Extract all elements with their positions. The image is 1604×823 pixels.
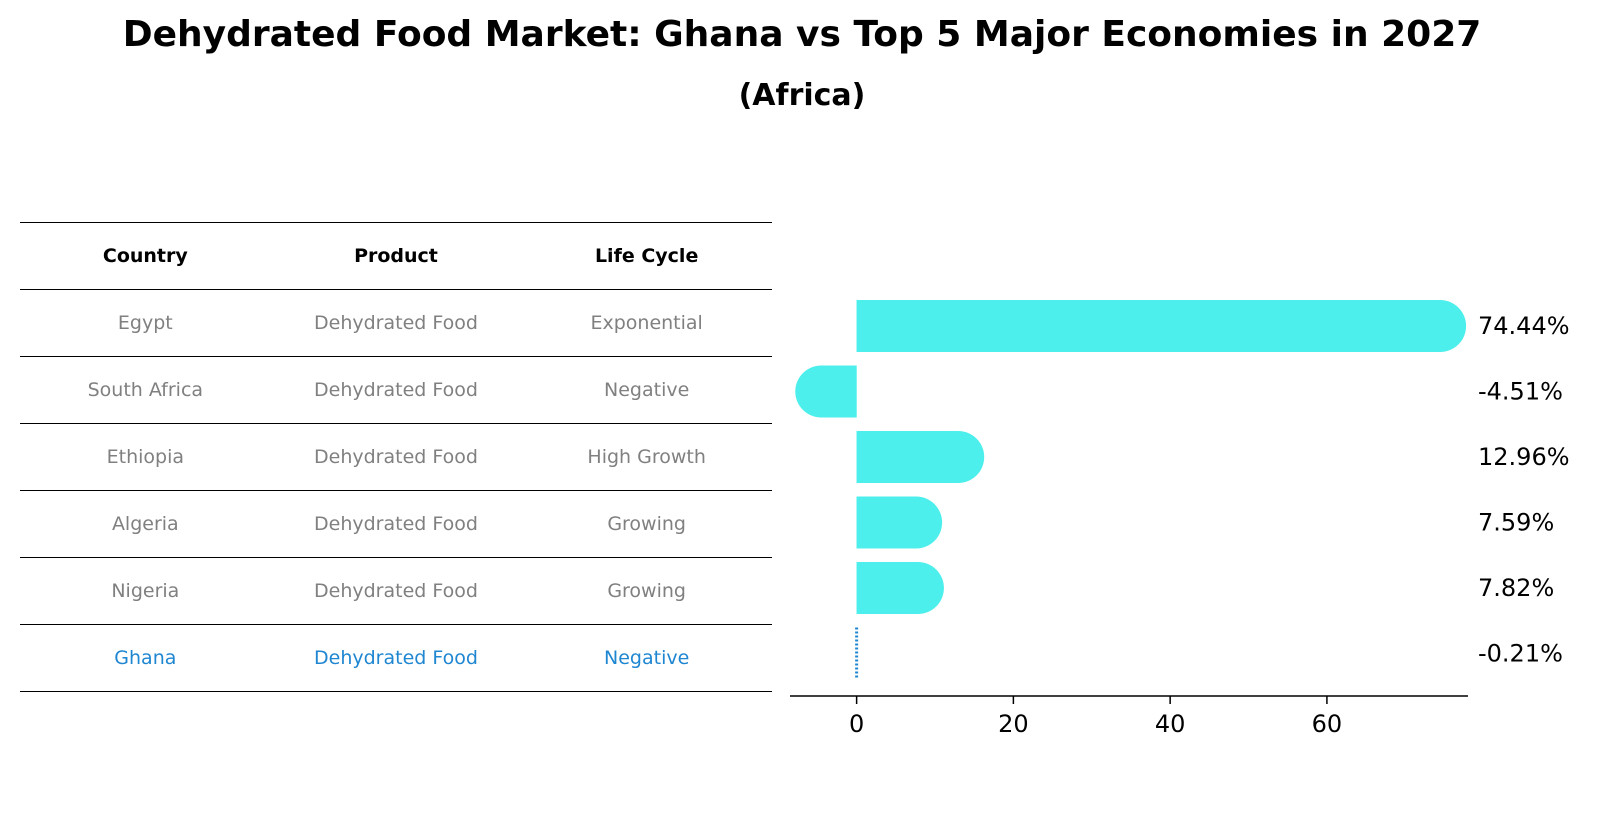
cell-product: Dehydrated Food bbox=[270, 557, 522, 625]
chart-title: Dehydrated Food Market: Ghana vs Top 5 M… bbox=[122, 14, 1482, 55]
cell-life-cycle: Negative bbox=[521, 624, 772, 692]
table-row-highlighted: Ghana Dehydrated Food Negative bbox=[20, 624, 772, 692]
cell-country: Ghana bbox=[20, 624, 271, 692]
data-label: 12.96% bbox=[1478, 443, 1570, 471]
x-tick-label: 20 bbox=[998, 710, 1029, 738]
cell-product: Dehydrated Food bbox=[270, 356, 522, 424]
cell-country: Ethiopia bbox=[20, 423, 271, 491]
chart-subtitle: (Africa) bbox=[738, 78, 866, 113]
bar-body bbox=[856, 300, 1441, 352]
bar-body bbox=[856, 496, 917, 549]
cell-product: Dehydrated Food bbox=[270, 490, 522, 558]
x-tick-label: 40 bbox=[1155, 710, 1186, 738]
x-tick-label: 0 bbox=[849, 710, 864, 738]
cell-life-cycle: High Growth bbox=[521, 423, 772, 491]
header-life-cycle: Life Cycle bbox=[521, 222, 772, 290]
table-row: Nigeria Dehydrated Food Growing bbox=[20, 557, 772, 625]
data-label: 74.44% bbox=[1478, 312, 1570, 340]
cell-life-cycle: Growing bbox=[521, 490, 772, 558]
data-label: 7.59% bbox=[1478, 509, 1554, 537]
cell-product: Dehydrated Food bbox=[270, 289, 522, 357]
cell-life-cycle: Growing bbox=[521, 557, 772, 625]
cell-country: South Africa bbox=[20, 356, 271, 424]
table-row: Egypt Dehydrated Food Exponential bbox=[20, 289, 772, 357]
bar-body bbox=[856, 562, 918, 614]
cell-product: Dehydrated Food bbox=[270, 423, 522, 491]
cell-life-cycle: Negative bbox=[521, 356, 772, 424]
data-label: -4.51% bbox=[1478, 378, 1563, 406]
summary-table: Country Product Life Cycle Egypt Dehydra… bbox=[20, 222, 772, 692]
bar-body bbox=[821, 365, 857, 418]
cell-product: Dehydrated Food bbox=[270, 624, 522, 692]
table-row: South Africa Dehydrated Food Negative bbox=[20, 356, 772, 424]
x-tick-label: 60 bbox=[1312, 710, 1343, 738]
table-row: Ethiopia Dehydrated Food High Growth bbox=[20, 423, 772, 491]
cell-country: Algeria bbox=[20, 490, 271, 558]
data-label: 7.82% bbox=[1478, 574, 1554, 602]
cell-life-cycle: Exponential bbox=[521, 289, 772, 357]
cell-country: Egypt bbox=[20, 289, 271, 357]
header-country: Country bbox=[20, 222, 271, 290]
header-product: Product bbox=[270, 222, 522, 290]
table-row: Algeria Dehydrated Food Growing bbox=[20, 490, 772, 558]
data-label: -0.21% bbox=[1478, 640, 1563, 668]
table-header-row: Country Product Life Cycle bbox=[20, 222, 772, 290]
cell-country: Nigeria bbox=[20, 557, 271, 625]
bar-body bbox=[856, 431, 959, 483]
